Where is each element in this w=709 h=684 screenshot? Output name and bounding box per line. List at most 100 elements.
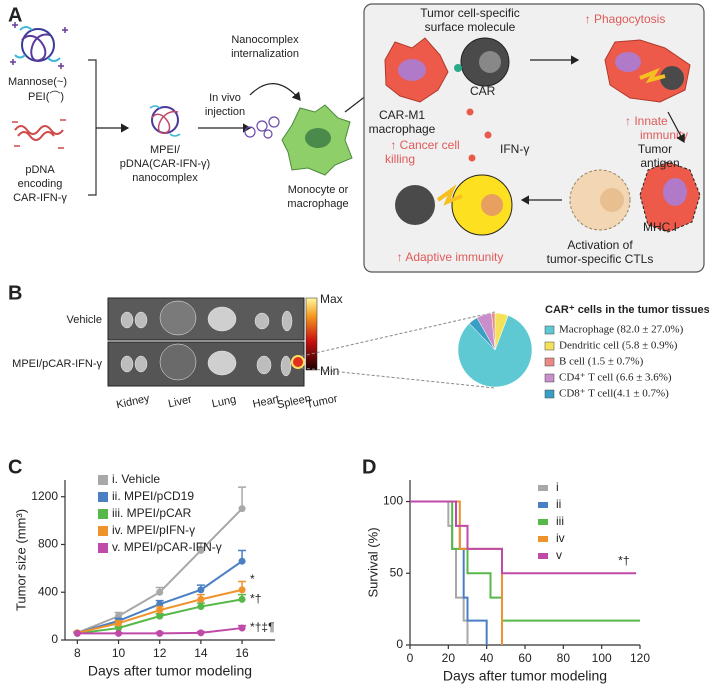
legend-title: CAR⁺ cells in the tumor tissues — [545, 304, 709, 316]
bracket — [88, 59, 97, 196]
colorbar — [305, 297, 318, 371]
legend-label: CD4⁺ T cell (6.6 ± 3.6%) — [559, 372, 672, 384]
y-tick-label: 100 — [383, 494, 403, 508]
legend-swatch — [98, 526, 108, 536]
organs — [120, 300, 293, 381]
legend-label: i. Vehicle — [112, 472, 160, 486]
legend-label: iii — [556, 514, 564, 528]
label: immunity — [640, 128, 688, 142]
label: ↑ Innate — [625, 114, 668, 128]
label: pDNA — [25, 164, 55, 176]
label: PEI(⌒) — [28, 90, 64, 103]
legend-swatch — [544, 325, 555, 335]
label: Activation of — [567, 238, 633, 252]
survival-curve — [410, 500, 640, 622]
point — [156, 588, 164, 596]
row-label: MPEI/pCAR-IFN-γ — [12, 358, 102, 370]
connector — [301, 367, 496, 389]
organ-label: Lung — [211, 393, 237, 410]
engulfed-cell — [660, 66, 684, 90]
point — [156, 612, 164, 620]
nanocomplex-icon — [149, 105, 181, 137]
label: encoding — [18, 178, 63, 190]
lightning — [639, 67, 666, 84]
legend-label: ii — [556, 497, 561, 511]
tumor-signal — [291, 355, 305, 369]
label: killing — [385, 152, 415, 166]
legend-label: iii. MPEI/pCAR — [112, 506, 192, 520]
error-bar — [238, 486, 247, 509]
point — [238, 557, 246, 565]
x-tick-label: 20 — [442, 651, 456, 665]
x-tick-label: 12 — [153, 646, 167, 660]
legend-swatch — [98, 543, 108, 553]
point — [197, 595, 205, 603]
panel-label: D — [362, 456, 376, 478]
point — [238, 505, 246, 513]
annotation: *†‡¶ — [250, 620, 274, 634]
legend-swatch — [544, 373, 555, 383]
label: injection — [205, 106, 245, 118]
organ-label: Kidney — [115, 392, 151, 411]
annotation: * — [250, 572, 255, 586]
ifn-dot — [484, 131, 492, 139]
legend-label: iv. MPEI/pIFN-γ — [112, 523, 195, 537]
x-axis-title: Days after tumor modeling — [443, 668, 607, 684]
label: CAR-IFN-γ — [13, 192, 67, 204]
point — [238, 586, 246, 594]
label: In vivo — [209, 92, 241, 104]
legend-swatch — [544, 357, 555, 367]
organ-label: Tumor — [305, 393, 339, 411]
y-axis-title: Survival (%) — [365, 527, 380, 597]
point — [156, 606, 164, 614]
panel-label: C — [8, 456, 22, 478]
legend-label: i — [556, 480, 559, 494]
point — [73, 629, 81, 637]
tumor-cell — [395, 185, 435, 225]
annotation: *† — [250, 592, 261, 606]
point — [238, 595, 246, 603]
row-label: Vehicle — [67, 314, 102, 326]
lightning — [436, 184, 463, 206]
polymer-icon — [10, 22, 68, 69]
dna-icon — [14, 125, 64, 141]
pie-slice — [468, 317, 496, 351]
x-tick-label: 60 — [518, 651, 532, 665]
label: Nanocomplex — [231, 34, 299, 46]
arrow — [249, 83, 301, 101]
colorbar-label: Max — [320, 292, 343, 306]
label: internalization — [231, 48, 299, 60]
nucleus — [481, 194, 503, 216]
label: MHC I — [643, 220, 677, 234]
label: ↑ Phagocytosis — [585, 12, 666, 26]
point — [115, 619, 123, 627]
legend-label: v. MPEI/pCAR-IFN-γ — [112, 540, 222, 554]
charge-icon — [12, 119, 66, 149]
legend-swatch — [544, 389, 555, 399]
nucleus — [305, 128, 331, 148]
x-tick-label: 100 — [592, 651, 612, 665]
label: tumor-specific CTLs — [547, 252, 654, 266]
label: pDNA(CAR-IFN-γ) — [120, 158, 210, 170]
legend-label: Macrophage (82.0 ± 27.0%) — [559, 324, 684, 336]
point — [197, 629, 205, 637]
particles — [244, 116, 280, 139]
label: Mannose(~) — [8, 76, 67, 88]
legend-swatch — [544, 341, 555, 351]
car-receptor — [454, 64, 462, 72]
nucleus — [615, 52, 641, 72]
point — [197, 586, 205, 594]
x-tick-label: 0 — [407, 651, 414, 665]
ifn-dot — [466, 108, 474, 116]
legend-label: ii. MPEI/pCD19 — [112, 489, 194, 503]
label: CAR — [470, 84, 496, 98]
nucleus — [663, 178, 687, 206]
panel-label: A — [8, 4, 22, 26]
legend-label: v — [556, 548, 562, 562]
nucleus — [479, 51, 501, 73]
label: ↑ Adaptive immunity — [397, 250, 504, 264]
label: Tumor cell-specific — [420, 6, 520, 20]
legend-label: iv — [556, 531, 565, 545]
point — [238, 624, 246, 632]
